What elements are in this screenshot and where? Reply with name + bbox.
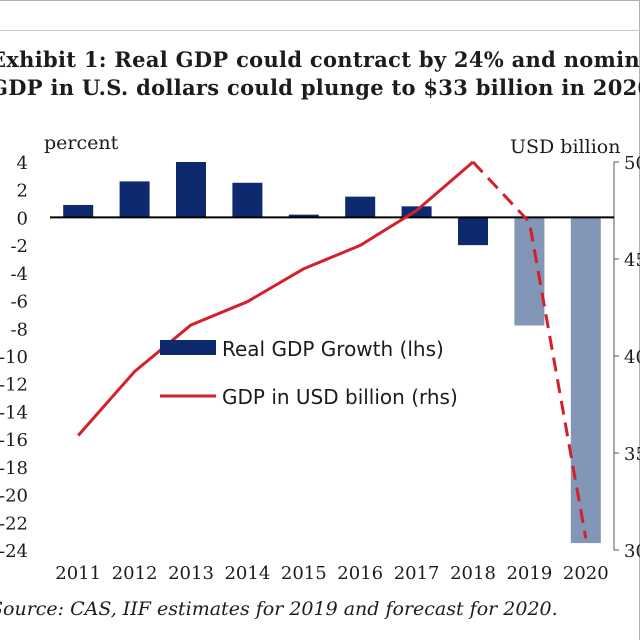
legend-bar-swatch xyxy=(160,340,216,355)
bar-2019-estimate xyxy=(514,217,545,326)
title-line-2: GDP in U.S. dollars could plunge to $33 … xyxy=(0,75,640,100)
left-tick-label: -16 xyxy=(0,430,28,451)
right-tick-label: 35 xyxy=(624,444,640,465)
x-tick-label: 2014 xyxy=(224,563,270,584)
gdp-usd-line-actual xyxy=(77,160,474,437)
left-tick-label: -14 xyxy=(0,402,28,423)
legend-bar-label: Real GDP Growth (lhs) xyxy=(222,337,444,361)
bar-2018 xyxy=(458,217,488,246)
x-tick-label: 2015 xyxy=(281,563,327,584)
title-line-1: Exhibit 1: Real GDP could contract by 24… xyxy=(0,47,640,72)
right-tick-label: 40 xyxy=(624,347,640,368)
left-tick-label: -20 xyxy=(0,486,28,507)
header-separator xyxy=(0,30,640,31)
right-tick-label: 50 xyxy=(624,153,640,174)
gdp-usd-line-forecast xyxy=(471,160,588,539)
bar-2016 xyxy=(345,196,376,218)
frame-top-border xyxy=(0,0,640,1)
legend-line-label: GDP in USD billion (rhs) xyxy=(222,385,458,409)
left-tick-label: -10 xyxy=(0,347,28,368)
bar-2013 xyxy=(176,162,206,218)
bar-2012 xyxy=(119,181,150,218)
left-tick-label: -12 xyxy=(0,375,28,396)
right-tick-label: 45 xyxy=(624,250,640,271)
left-axis-title: percent xyxy=(44,132,119,154)
bar-2020-estimate xyxy=(570,217,601,544)
left-tick-label: 0 xyxy=(17,208,28,229)
x-tick-label: 2019 xyxy=(506,563,552,584)
left-tick-label: -22 xyxy=(0,513,28,534)
left-tick-label: -24 xyxy=(0,541,28,562)
bar-2015 xyxy=(288,214,319,218)
left-tick-label: 2 xyxy=(17,181,28,202)
left-tick-label: -4 xyxy=(10,264,28,285)
bar-2014 xyxy=(232,182,263,218)
right-axis-title: USD billion xyxy=(510,136,620,158)
x-tick-label: 2011 xyxy=(55,563,101,584)
bar-2011 xyxy=(63,204,94,218)
x-tick-label: 2013 xyxy=(168,563,214,584)
exhibit-title: Exhibit 1: Real GDP could contract by 24… xyxy=(0,46,640,102)
x-tick-label: 2017 xyxy=(394,563,440,584)
x-tick-label: 2012 xyxy=(112,563,158,584)
x-tick-label: 2018 xyxy=(450,563,496,584)
left-tick-label: 4 xyxy=(17,153,28,174)
left-tick-label: -18 xyxy=(0,458,28,479)
left-tick-label: -6 xyxy=(10,292,28,313)
right-tick-label: 30 xyxy=(624,541,640,562)
left-tick-label: -8 xyxy=(10,319,28,340)
source-note: Source: CAS, IIF estimates for 2019 and … xyxy=(0,598,558,620)
x-tick-label: 2020 xyxy=(563,563,609,584)
x-tick-label: 2016 xyxy=(337,563,383,584)
left-tick-label: -2 xyxy=(10,236,28,257)
